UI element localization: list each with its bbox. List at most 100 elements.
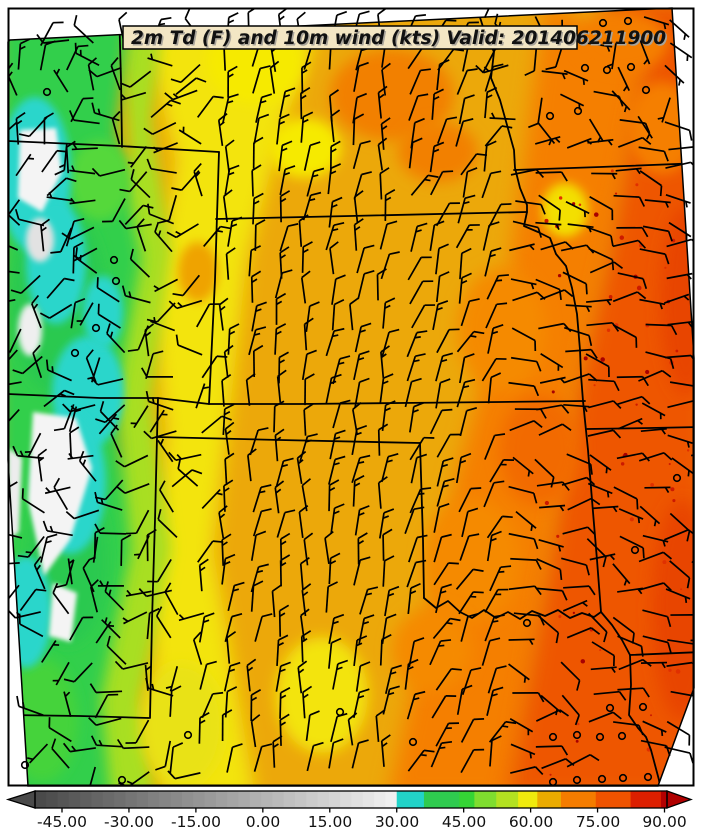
wind-barb-stroke bbox=[247, 9, 256, 14]
wind-barb-stroke bbox=[45, 40, 56, 46]
wind-barb-stroke bbox=[445, 19, 457, 22]
wind-barb-stroke bbox=[437, 300, 449, 306]
wind-barb-stroke bbox=[0, 423, 5, 424]
wind-barb-stroke bbox=[193, 631, 202, 641]
wind-barb-stroke bbox=[535, 559, 542, 570]
wind-barb-stroke bbox=[585, 306, 591, 313]
calm-circle bbox=[626, 62, 636, 72]
wind-barb-stroke bbox=[228, 19, 235, 24]
wind-barb-stroke bbox=[225, 430, 232, 436]
wind-barb-stroke bbox=[659, 185, 663, 197]
wind-barb-stroke bbox=[489, 253, 496, 258]
wind-barb-stroke bbox=[10, 289, 22, 295]
wind-barb-stroke bbox=[148, 687, 174, 697]
wind-barb-stroke bbox=[297, 660, 308, 669]
field-blob bbox=[8, 658, 78, 782]
wind-barb-stroke bbox=[219, 297, 229, 306]
colorbar-gray-step bbox=[215, 791, 228, 808]
wind-barb-stroke bbox=[505, 720, 517, 725]
wind-barb-stroke bbox=[43, 39, 70, 44]
wind-barb-stroke bbox=[170, 78, 182, 84]
colorbar-gray-step bbox=[102, 791, 115, 808]
wind-barb-stroke bbox=[145, 390, 150, 402]
wind-barb-stroke bbox=[409, 437, 425, 461]
speckle bbox=[544, 218, 549, 223]
wind-barb-stroke bbox=[538, 194, 561, 211]
calm-circle bbox=[595, 732, 605, 742]
wind-barb-stroke bbox=[91, 102, 96, 114]
field-blob bbox=[500, 395, 580, 505]
wind-barb-stroke bbox=[145, 353, 154, 380]
wind-barb-stroke bbox=[9, 381, 22, 386]
wind-barb-stroke bbox=[17, 554, 29, 558]
wind-barb-stroke bbox=[436, 307, 443, 311]
wind-barb-stroke bbox=[310, 191, 322, 196]
wind-barb-stroke bbox=[412, 137, 423, 144]
wind-barb-stroke bbox=[459, 410, 468, 437]
wind-barb-stroke bbox=[563, 289, 574, 298]
wind-barb-stroke bbox=[379, 223, 388, 250]
wind-barb-stroke bbox=[254, 332, 261, 336]
wind-barb-stroke bbox=[686, 530, 691, 542]
wind-barb-stroke bbox=[413, 697, 420, 701]
wind-barb-stroke bbox=[638, 196, 646, 207]
wind-barb-stroke bbox=[302, 685, 313, 694]
wind-barb-stroke bbox=[124, 454, 149, 468]
wind-barb-stroke bbox=[406, 355, 417, 382]
wind-barb-stroke bbox=[433, 562, 450, 586]
wind-barb-stroke bbox=[9, 214, 21, 226]
wind-barb-stroke bbox=[192, 639, 203, 665]
wind-barb-stroke bbox=[175, 230, 182, 236]
wind-barb-stroke bbox=[33, 556, 42, 566]
wind-barb-stroke bbox=[329, 433, 337, 460]
wind-barb-stroke bbox=[560, 244, 587, 252]
wind-barb-stroke bbox=[87, 64, 95, 91]
wind-barb-stroke bbox=[181, 170, 200, 191]
wind-barb-stroke bbox=[261, 743, 273, 748]
wind-barb-stroke bbox=[121, 285, 127, 297]
wind-barb-stroke bbox=[260, 100, 267, 104]
wind-barb-stroke bbox=[55, 68, 61, 75]
wind-barb-stroke bbox=[433, 507, 441, 533]
field-blob bbox=[424, 498, 520, 622]
wind-barb-stroke bbox=[683, 295, 690, 301]
wind-barb-stroke bbox=[48, 726, 72, 743]
calm-circle bbox=[572, 730, 582, 740]
wind-barb-stroke bbox=[20, 274, 41, 294]
wind-barb-stroke bbox=[273, 406, 276, 433]
wind-barb-stroke bbox=[0, 601, 6, 602]
field-blob bbox=[178, 242, 218, 302]
colorbar-right-arrow bbox=[666, 790, 693, 809]
wind-barb-stroke bbox=[212, 691, 224, 695]
wind-barb-stroke bbox=[469, 298, 480, 302]
wind-barb-stroke bbox=[324, 538, 330, 565]
wind-barb-stroke bbox=[431, 695, 447, 719]
wind-barb-stroke bbox=[413, 359, 420, 363]
wind-barb-stroke bbox=[159, 480, 166, 491]
colorbar-gray-step bbox=[374, 791, 387, 808]
wind-barb-stroke bbox=[224, 428, 230, 455]
wind-barb-stroke bbox=[177, 458, 182, 470]
wind-barb-stroke bbox=[391, 664, 402, 670]
wind-barb-stroke bbox=[377, 92, 382, 119]
wind-barb-stroke bbox=[641, 396, 651, 405]
wind-barb-stroke bbox=[53, 486, 69, 511]
wind-barb-stroke bbox=[429, 224, 436, 251]
wind-barb-stroke bbox=[22, 702, 25, 709]
wind-barb-stroke bbox=[381, 331, 390, 358]
wind-barb-stroke bbox=[70, 405, 76, 411]
wind-barb-stroke bbox=[155, 765, 166, 771]
wind-barb-stroke bbox=[306, 349, 317, 356]
wind-barb-stroke bbox=[510, 356, 537, 363]
wind-barb-stroke bbox=[127, 161, 134, 165]
wind-barb-stroke bbox=[408, 95, 419, 121]
wind-barb-stroke bbox=[490, 247, 502, 252]
wind-barb-stroke bbox=[89, 586, 99, 613]
wind-barb-stroke bbox=[409, 488, 422, 514]
colorbar-gray-step bbox=[351, 791, 364, 808]
wind-barb-stroke bbox=[31, 303, 42, 329]
wind-barb-stroke bbox=[347, 719, 354, 746]
wind-barb-stroke bbox=[489, 459, 505, 483]
wind-barb-stroke bbox=[299, 615, 306, 642]
wind-barb-stroke bbox=[432, 618, 451, 640]
